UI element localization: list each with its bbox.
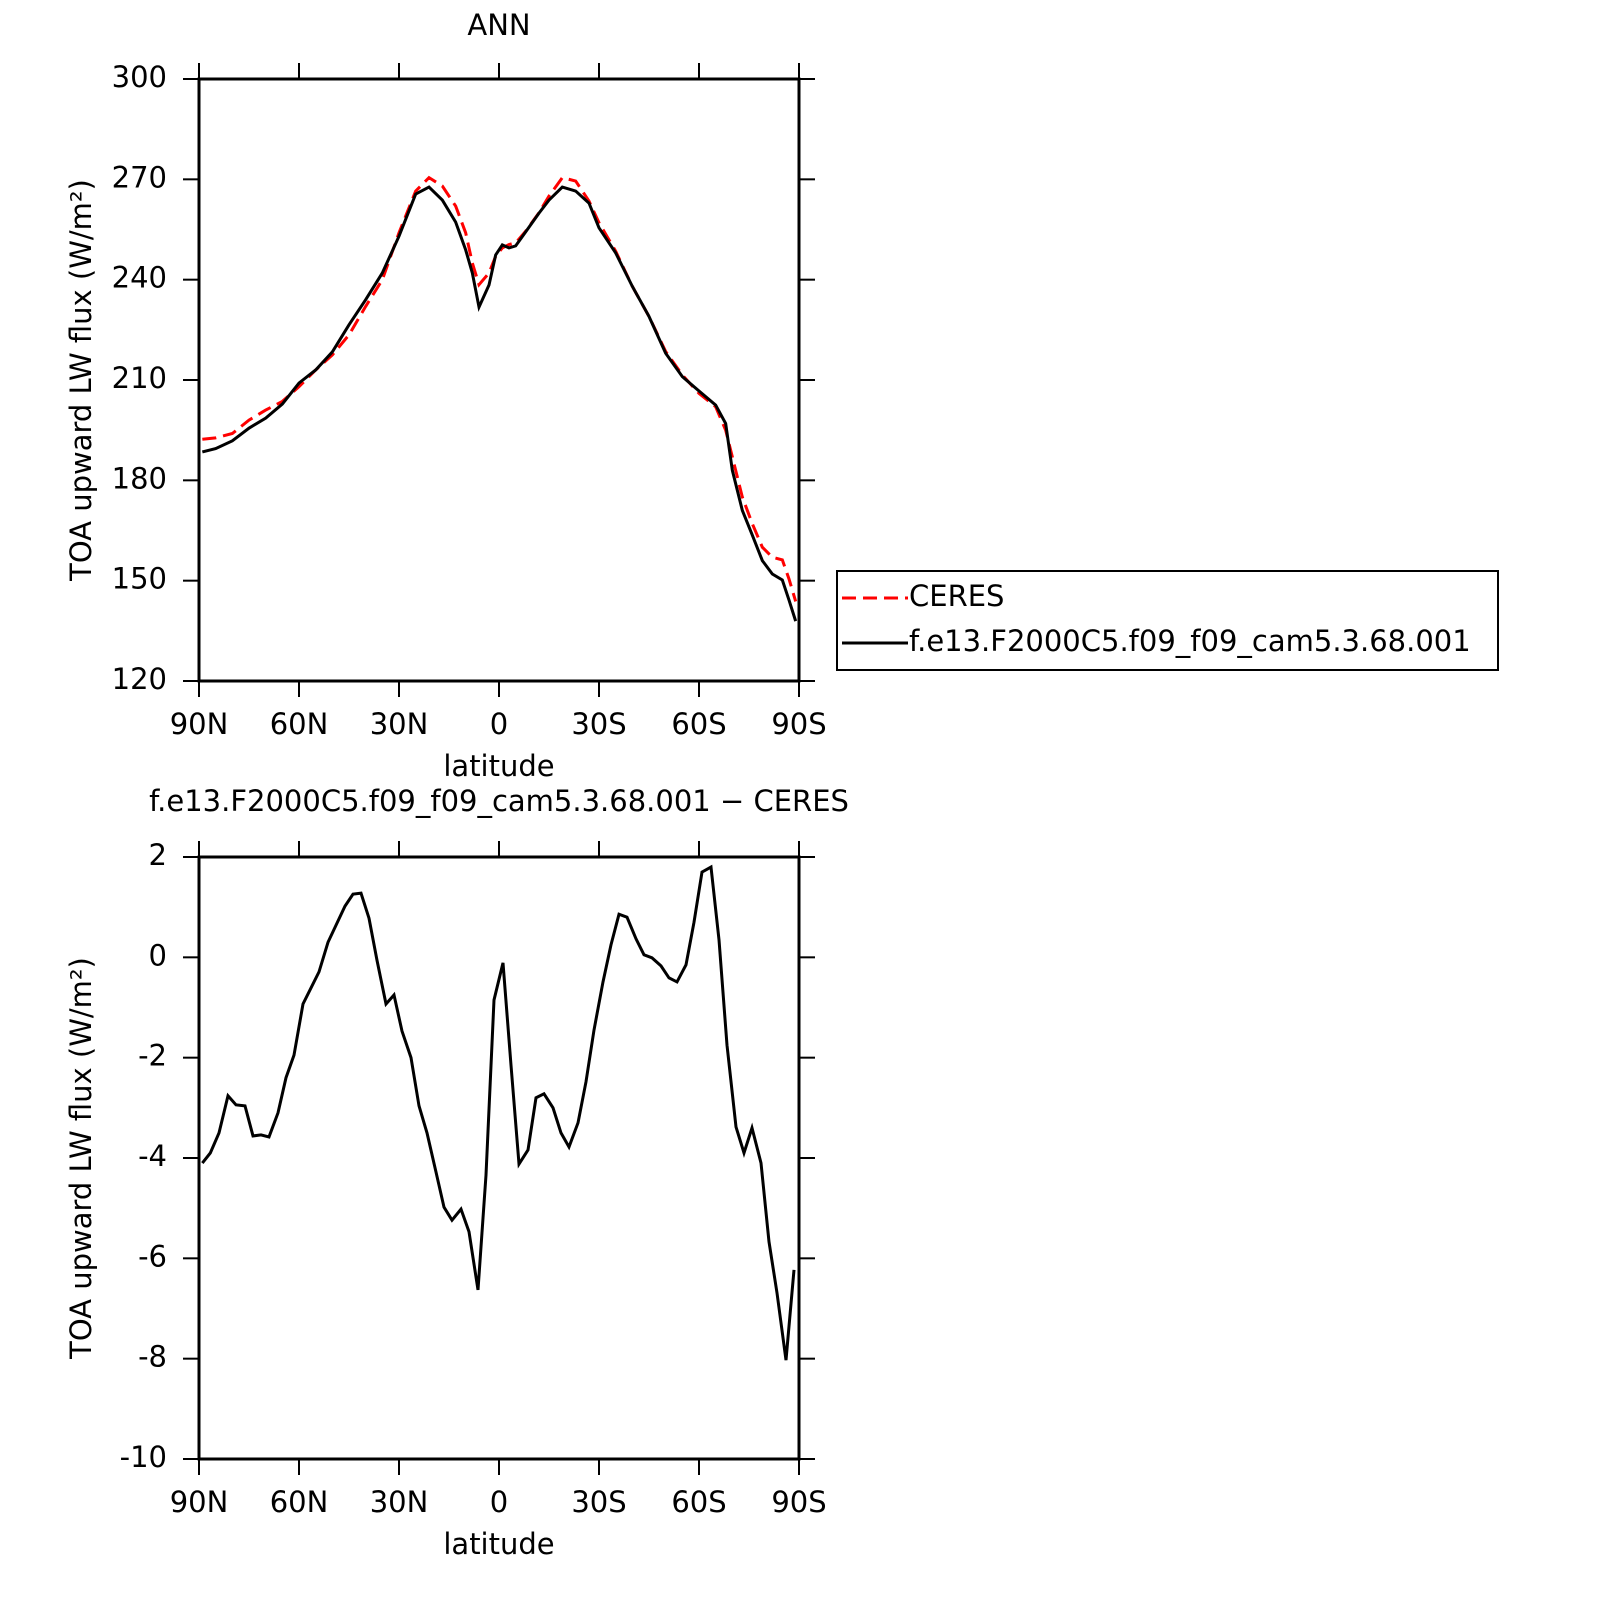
y-tick-label: -10 — [120, 1440, 167, 1474]
y-tick-label: 240 — [112, 261, 167, 295]
x-tick-label: 60N — [270, 707, 329, 741]
y-tick-label: -6 — [138, 1239, 167, 1273]
x-tick-label: 60N — [270, 1485, 329, 1519]
x-tick-label: 30N — [370, 707, 429, 741]
y-tick-label: 300 — [112, 60, 167, 94]
plot-frame — [197, 855, 801, 1461]
x-tick-label: 60S — [671, 707, 726, 741]
x-tick-label: 30S — [571, 1485, 626, 1519]
y-tick-label: -8 — [138, 1340, 167, 1374]
x-axis-label: latitude — [443, 1527, 554, 1561]
x-tick-label: 0 — [490, 1485, 508, 1519]
x-tick-label: 0 — [490, 707, 508, 741]
x-tick-label: 90N — [170, 1485, 229, 1519]
y-tick-label: 0 — [149, 938, 167, 972]
data-line — [202, 175, 798, 602]
y-tick-label: -4 — [138, 1139, 167, 1173]
y-tick-label: 270 — [112, 160, 167, 194]
x-tick-label: 30S — [571, 707, 626, 741]
legend-label: CERES — [909, 579, 1004, 613]
y-axis-label: TOA upward LW flux (W/m²) — [64, 179, 98, 582]
data-line — [201, 864, 796, 1361]
x-tick-label: 90S — [771, 1485, 826, 1519]
y-tick-label: 180 — [112, 461, 167, 495]
y-tick-label: 210 — [112, 361, 167, 395]
y-tick-label: -2 — [138, 1039, 167, 1073]
y-tick-label: 150 — [112, 562, 167, 596]
x-tick-label: 90S — [771, 707, 826, 741]
x-tick-label: 60S — [671, 1485, 726, 1519]
chart-title: f.e13.F2000C5.f09_f09_cam5.3.68.001 − CE… — [149, 784, 849, 818]
x-tick-label: 90N — [170, 707, 229, 741]
legend-label: f.e13.F2000C5.f09_f09_cam5.3.68.001 — [909, 624, 1471, 658]
data-line — [201, 185, 798, 622]
plot-frame — [197, 77, 801, 683]
y-axis-label: TOA upward LW flux (W/m²) — [64, 957, 98, 1360]
y-tick-label: 2 — [149, 838, 167, 872]
x-axis-label: latitude — [443, 749, 554, 783]
legend-box — [836, 570, 1499, 671]
y-tick-label: 120 — [112, 662, 167, 696]
x-tick-label: 30N — [370, 1485, 429, 1519]
chart-title: ANN — [467, 8, 530, 42]
